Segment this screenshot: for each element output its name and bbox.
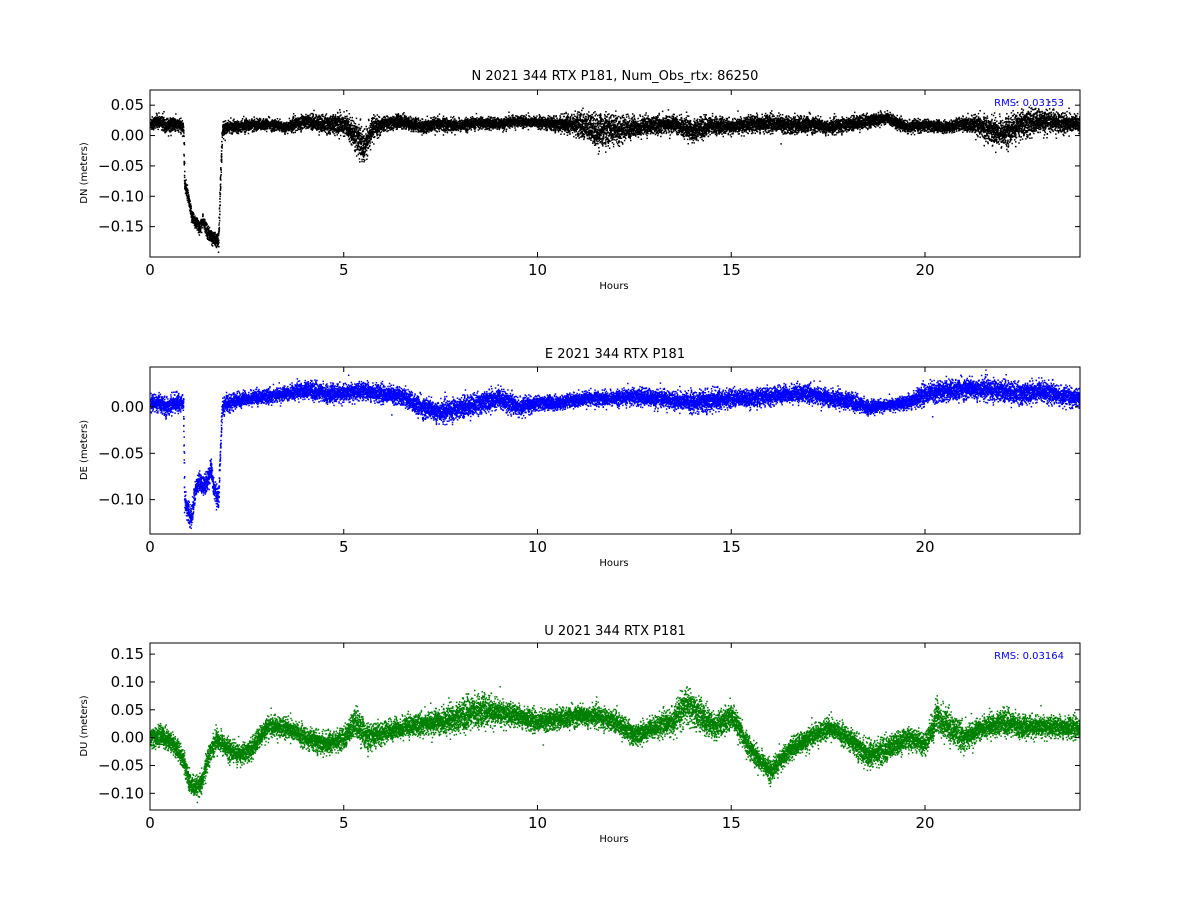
east-y-tick-label: −0.05 bbox=[98, 444, 144, 462]
up-y-tick-label: 0.10 bbox=[111, 673, 144, 691]
north-y-tick-label: 0.05 bbox=[111, 96, 144, 114]
up-x-tick-label: 20 bbox=[915, 814, 934, 832]
up-x-tick-label: 15 bbox=[722, 814, 741, 832]
up-x-tick-label: 0 bbox=[145, 814, 155, 832]
up-x-axis-label: Hours bbox=[599, 834, 628, 845]
east-y-axis-label: DE (meters) bbox=[79, 420, 90, 480]
east-panel-title: E 2021 344 RTX P181 bbox=[545, 347, 685, 362]
north-y-tick-label: −0.05 bbox=[98, 157, 144, 175]
east-y-tick-label: −0.10 bbox=[98, 491, 144, 509]
east-x-tick-label: 10 bbox=[528, 538, 547, 556]
north-x-tick-label: 15 bbox=[722, 261, 741, 279]
east-x-tick-label: 5 bbox=[339, 538, 349, 556]
up-panel-title: U 2021 344 RTX P181 bbox=[544, 624, 686, 639]
north-x-axis-label: Hours bbox=[599, 281, 628, 292]
east-x-axis-label: Hours bbox=[599, 558, 628, 569]
up-x-tick-label: 10 bbox=[528, 814, 547, 832]
north-x-tick-label: 5 bbox=[339, 261, 349, 279]
north-panel-title: N 2021 344 RTX P181, Num_Obs_rtx: 86250 bbox=[472, 69, 759, 84]
east-x-tick-label: 0 bbox=[145, 538, 155, 556]
up-y-tick-label: −0.10 bbox=[98, 784, 144, 802]
north-y-axis-label: DN (meters) bbox=[79, 142, 90, 204]
up-y-tick-label: 0.00 bbox=[111, 729, 144, 747]
north-y-tick-label: −0.15 bbox=[98, 218, 144, 236]
north-y-tick-label: −0.10 bbox=[98, 187, 144, 205]
east-x-tick-label: 15 bbox=[722, 538, 741, 556]
north-y-tick-label: 0.00 bbox=[111, 127, 144, 145]
up-y-tick-label: 0.15 bbox=[111, 645, 144, 663]
north-x-tick-label: 10 bbox=[528, 261, 547, 279]
east-x-tick-label: 20 bbox=[915, 538, 934, 556]
up-y-tick-label: −0.05 bbox=[98, 756, 144, 774]
north-x-tick-label: 0 bbox=[145, 261, 155, 279]
east-y-tick-label: 0.00 bbox=[111, 398, 144, 416]
up-y-tick-label: 0.05 bbox=[111, 701, 144, 719]
north-rms-annotation: RMS: 0.03153 bbox=[994, 98, 1064, 109]
up-y-axis-label: DU (meters) bbox=[79, 695, 90, 756]
up-rms-annotation: RMS: 0.03164 bbox=[994, 651, 1064, 662]
north-x-tick-label: 20 bbox=[915, 261, 934, 279]
up-x-tick-label: 5 bbox=[339, 814, 349, 832]
